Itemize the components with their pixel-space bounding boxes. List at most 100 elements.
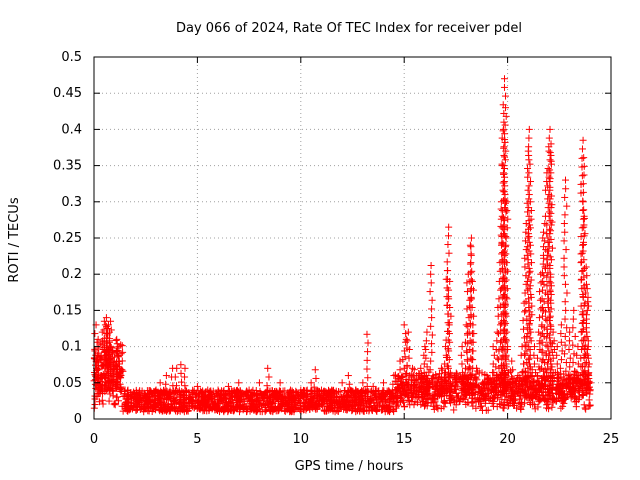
- data-point: [171, 373, 179, 381]
- data-point: [499, 127, 507, 135]
- y-tick-label: 0.45: [53, 86, 82, 101]
- data-point: [561, 228, 569, 236]
- noise-point: [477, 402, 485, 410]
- y-axis-label: ROTI / TECUs: [7, 197, 22, 282]
- data-point: [498, 377, 506, 385]
- noise-point: [446, 397, 454, 405]
- data-point: [562, 367, 570, 375]
- data-point: [521, 341, 529, 349]
- data-point: [152, 386, 160, 394]
- data-point: [427, 270, 435, 278]
- noise-point: [434, 405, 442, 413]
- noise-point: [358, 388, 366, 396]
- noise-point: [502, 388, 510, 396]
- data-point: [500, 379, 508, 387]
- data-point: [499, 179, 507, 187]
- data-point: [446, 277, 454, 285]
- noise-point: [252, 395, 260, 403]
- data-point: [525, 195, 533, 203]
- data-point: [263, 382, 271, 390]
- data-point: [528, 259, 536, 267]
- data-point: [312, 374, 320, 382]
- data-point: [557, 321, 565, 329]
- data-point: [525, 151, 533, 159]
- data-point: [546, 166, 554, 174]
- data-point: [533, 372, 541, 380]
- data-point: [427, 279, 435, 287]
- noise-point: [507, 392, 515, 400]
- noise-point: [405, 397, 413, 405]
- noise-point: [141, 390, 149, 398]
- x-tick-label: 20: [499, 432, 516, 447]
- noise-point: [433, 401, 441, 409]
- data-point: [457, 351, 465, 359]
- data-point: [580, 171, 588, 179]
- data-point: [276, 379, 284, 387]
- data-point: [525, 264, 533, 272]
- data-point: [466, 337, 474, 345]
- noise-point: [375, 401, 383, 409]
- noise-point: [118, 366, 126, 374]
- plot-frame: [93, 56, 612, 420]
- data-point: [495, 356, 503, 364]
- noise-point: [109, 392, 117, 400]
- noise-point: [322, 406, 330, 414]
- data-point: [458, 360, 466, 368]
- data-point: [501, 130, 509, 138]
- noise-point: [279, 393, 287, 401]
- x-tick-label: 25: [603, 432, 620, 447]
- data-point: [577, 354, 585, 362]
- data-point: [550, 337, 558, 345]
- data-point: [581, 230, 589, 238]
- noise-point: [389, 390, 397, 398]
- noise-point: [202, 393, 210, 401]
- data-point: [422, 372, 430, 380]
- noise-point: [354, 400, 362, 408]
- data-point: [586, 379, 594, 387]
- noise-point: [424, 395, 432, 403]
- data-point: [502, 241, 510, 249]
- noise-point: [533, 390, 541, 398]
- noise-point: [196, 405, 204, 413]
- data-point: [95, 383, 103, 391]
- data-point: [444, 364, 452, 372]
- noise-point: [141, 405, 149, 413]
- data-point: [94, 361, 102, 369]
- data-point: [310, 383, 318, 391]
- data-point: [525, 354, 533, 362]
- noise-point: [310, 389, 318, 397]
- noise-point: [236, 396, 244, 404]
- noise-point: [409, 392, 417, 400]
- data-point: [100, 326, 108, 334]
- noise-point: [178, 403, 186, 411]
- noise-point: [221, 402, 229, 410]
- data-point: [546, 195, 554, 203]
- data-point: [489, 343, 497, 351]
- data-point: [498, 160, 506, 168]
- data-point: [525, 134, 533, 142]
- noise-point: [211, 393, 219, 401]
- data-point: [500, 170, 508, 178]
- data-point: [457, 377, 465, 385]
- noise-point: [445, 387, 453, 395]
- data-point: [503, 224, 511, 232]
- noise-point: [557, 404, 565, 412]
- data-point: [458, 369, 466, 377]
- noise-point: [242, 402, 250, 410]
- data-point: [527, 276, 535, 284]
- data-point: [181, 382, 189, 390]
- x-tick-label: 5: [193, 432, 201, 447]
- noise-point: [485, 393, 493, 401]
- noise-point: [274, 397, 282, 405]
- noise-point: [122, 404, 130, 412]
- data-point: [494, 312, 502, 320]
- noise-point: [253, 398, 261, 406]
- noise-point: [386, 408, 394, 416]
- data-point: [544, 364, 552, 372]
- noise-point: [125, 392, 133, 400]
- data-point: [561, 350, 569, 358]
- data-point: [408, 373, 416, 381]
- data-point: [413, 380, 421, 388]
- data-point: [502, 337, 510, 345]
- data-point: [467, 380, 475, 388]
